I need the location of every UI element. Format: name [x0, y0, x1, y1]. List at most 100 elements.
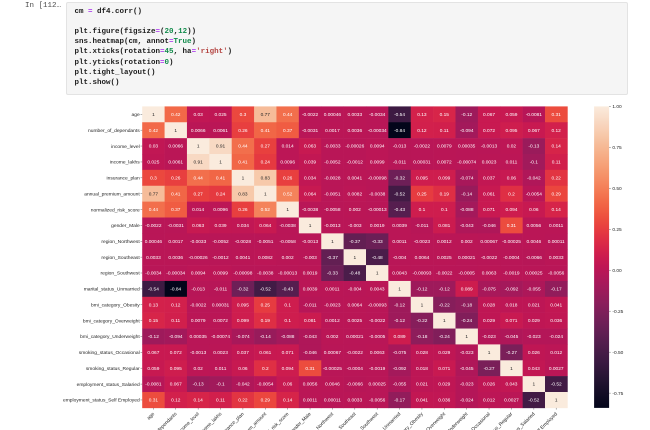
- svg-text:0.00046: 0.00046: [324, 112, 342, 118]
- svg-text:0.025: 0.025: [147, 160, 159, 166]
- svg-text:1: 1: [309, 223, 312, 229]
- svg-text:income_level: income_level: [111, 144, 140, 150]
- svg-text:0.31: 0.31: [149, 398, 159, 404]
- svg-text:0.50: 0.50: [612, 186, 622, 192]
- svg-text:0.1: 0.1: [284, 318, 291, 324]
- svg-text:0.44: 0.44: [193, 175, 203, 181]
- svg-text:0.52: 0.52: [283, 191, 293, 197]
- svg-text:0.00031: 0.00031: [413, 160, 431, 166]
- svg-text:0.0033: 0.0033: [146, 255, 161, 261]
- svg-text:0.072: 0.072: [483, 128, 495, 134]
- svg-text:-0.00093: -0.00093: [412, 271, 431, 277]
- svg-text:0.0033: 0.0033: [347, 398, 362, 404]
- svg-text:0.06: 0.06: [507, 175, 517, 181]
- svg-text:-0.074: -0.074: [460, 175, 474, 181]
- svg-text:0.00: 0.00: [612, 268, 622, 274]
- svg-text:0.14: 0.14: [283, 398, 293, 404]
- svg-text:0.028: 0.028: [483, 302, 495, 308]
- svg-text:-0.12: -0.12: [394, 318, 405, 324]
- svg-text:0.0023: 0.0023: [482, 160, 497, 166]
- svg-text:-0.00013: -0.00013: [278, 271, 297, 277]
- svg-text:0.071: 0.071: [282, 350, 294, 356]
- svg-text:0.0079: 0.0079: [437, 144, 452, 150]
- svg-text:1: 1: [242, 175, 245, 181]
- svg-text:0.1: 0.1: [441, 207, 448, 213]
- svg-text:0.91: 0.91: [193, 160, 203, 166]
- svg-text:-0.0022: -0.0022: [481, 255, 498, 261]
- svg-text:0.026: 0.026: [528, 350, 540, 356]
- svg-text:0.0011: 0.0011: [303, 398, 318, 404]
- svg-text:1: 1: [286, 207, 289, 213]
- svg-text:bmi_category_Overweight: bmi_category_Overweight: [83, 318, 140, 324]
- svg-text:-0.0028: -0.0028: [324, 175, 341, 181]
- svg-text:-0.48: -0.48: [349, 271, 360, 277]
- svg-text:-0.043: -0.043: [303, 334, 317, 340]
- svg-text:-0.1: -0.1: [216, 382, 225, 388]
- svg-text:0.067: 0.067: [483, 112, 495, 118]
- svg-text:-0.13: -0.13: [528, 144, 539, 150]
- svg-text:-0.0022: -0.0022: [414, 144, 431, 150]
- svg-text:-0.0012: -0.0012: [212, 255, 229, 261]
- svg-text:0.0019: 0.0019: [303, 271, 318, 277]
- svg-text:0.0066: 0.0066: [191, 128, 206, 134]
- svg-text:0.03: 0.03: [193, 112, 203, 118]
- svg-text:0.014: 0.014: [282, 144, 294, 150]
- svg-text:0.002: 0.002: [349, 207, 361, 213]
- svg-text:0.13: 0.13: [417, 112, 427, 118]
- svg-text:0.11: 0.11: [216, 398, 225, 404]
- svg-text:-0.046: -0.046: [303, 350, 317, 356]
- svg-text:-0.088: -0.088: [281, 334, 295, 340]
- svg-text:0.061: 0.061: [483, 191, 495, 197]
- svg-text:age: age: [147, 412, 157, 422]
- svg-text:0.0023: 0.0023: [213, 350, 228, 356]
- svg-text:0.14: 0.14: [552, 144, 562, 150]
- svg-text:0.064: 0.064: [304, 191, 316, 197]
- svg-text:0.83: 0.83: [261, 175, 271, 181]
- svg-text:1: 1: [533, 382, 536, 388]
- svg-text:0.1: 0.1: [284, 302, 291, 308]
- svg-text:0.018: 0.018: [416, 366, 428, 372]
- svg-text:0.22: 0.22: [552, 175, 562, 181]
- svg-text:0.03: 0.03: [149, 144, 159, 150]
- svg-text:-0.0066: -0.0066: [347, 382, 364, 388]
- svg-text:1: 1: [510, 366, 513, 372]
- svg-text:0.061: 0.061: [259, 350, 271, 356]
- svg-text:0.0061: 0.0061: [168, 160, 183, 166]
- svg-text:0.094: 0.094: [505, 207, 517, 213]
- svg-text:0.00067: 0.00067: [480, 239, 498, 245]
- svg-text:-0.14: -0.14: [260, 334, 271, 340]
- svg-text:0.31: 0.31: [552, 112, 562, 118]
- svg-text:-0.0022: -0.0022: [369, 318, 386, 324]
- svg-text:-0.011: -0.011: [393, 160, 407, 166]
- svg-text:0.021: 0.021: [416, 382, 428, 388]
- svg-text:-0.0028: -0.0028: [235, 239, 252, 245]
- svg-text:-0.25: -0.25: [612, 309, 623, 315]
- svg-text:0.043: 0.043: [528, 366, 540, 372]
- svg-text:region_Northwest: region_Northwest: [101, 239, 140, 245]
- svg-text:-0.0052: -0.0052: [324, 160, 341, 166]
- svg-text:0.029: 0.029: [483, 318, 495, 324]
- svg-text:0.15: 0.15: [440, 112, 450, 118]
- svg-text:-0.0013: -0.0013: [324, 223, 341, 229]
- svg-text:0.2: 0.2: [508, 191, 515, 197]
- svg-text:-0.00025: -0.00025: [323, 366, 342, 372]
- svg-text:-0.0056: -0.0056: [548, 271, 565, 277]
- svg-text:0.00025: 0.00025: [369, 382, 387, 388]
- svg-text:0.026: 0.026: [483, 382, 495, 388]
- svg-text:0.0043: 0.0043: [370, 287, 385, 293]
- svg-text:-0.0023: -0.0023: [324, 302, 341, 308]
- svg-text:0.0099: 0.0099: [370, 160, 385, 166]
- svg-text:-0.0052: -0.0052: [212, 239, 229, 245]
- svg-text:-0.075: -0.075: [482, 287, 496, 293]
- svg-text:0.059: 0.059: [147, 366, 159, 372]
- svg-text:0.91: 0.91: [216, 144, 226, 150]
- svg-text:0.44: 0.44: [283, 112, 293, 118]
- svg-text:-0.00098: -0.00098: [233, 271, 252, 277]
- svg-text:0.063: 0.063: [304, 144, 316, 150]
- svg-text:0.012: 0.012: [483, 398, 495, 404]
- svg-text:0.067: 0.067: [170, 382, 182, 388]
- svg-text:0.0027: 0.0027: [549, 366, 564, 372]
- svg-text:-0.046: -0.046: [482, 223, 496, 229]
- svg-text:0.071: 0.071: [438, 366, 450, 372]
- svg-text:-0.12: -0.12: [394, 302, 405, 308]
